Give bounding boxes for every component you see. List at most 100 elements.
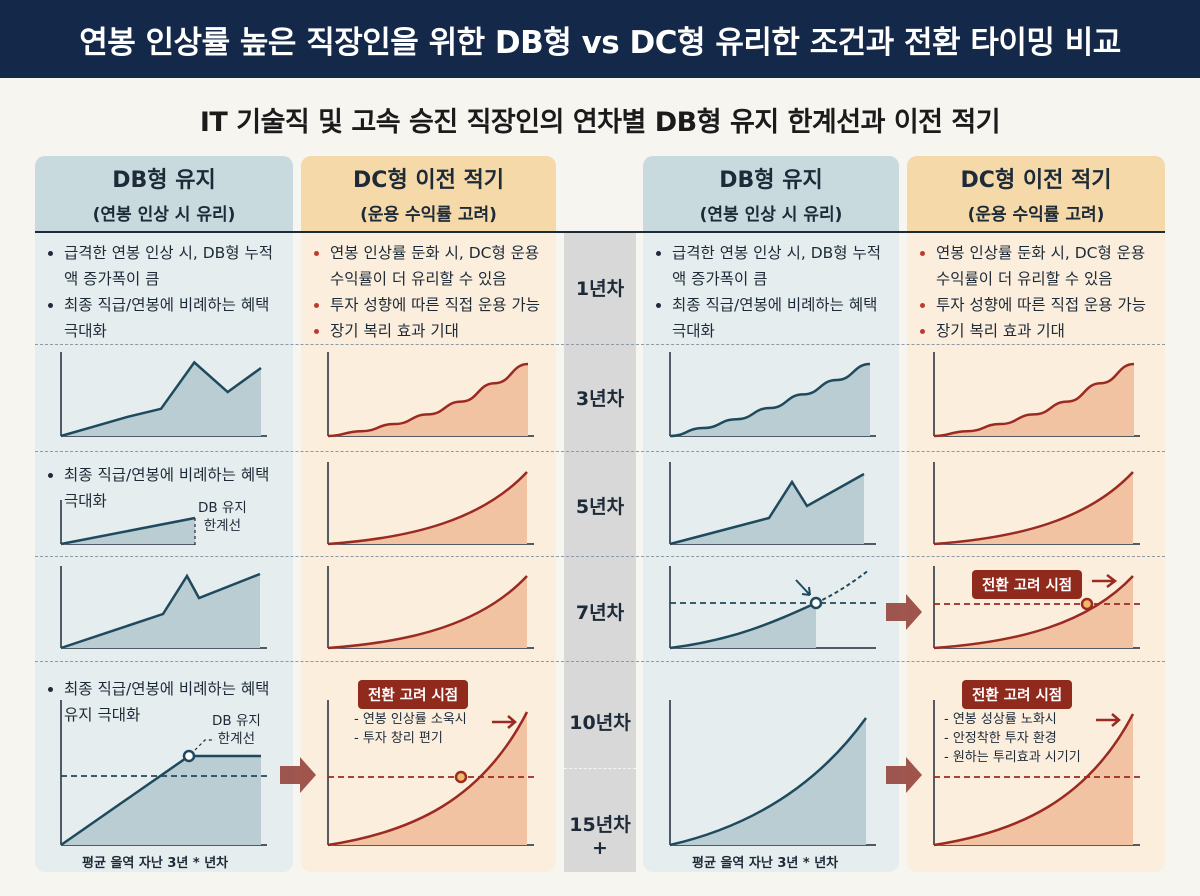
x-axis-caption: 평균 을역 자난 3년 * 년차 [692, 856, 839, 871]
dc-area [328, 364, 528, 436]
db-line [669, 472, 865, 546]
arrow-icon [795, 579, 811, 596]
chart-dc-right-3y [933, 352, 1140, 438]
chart-dc-left-10y [327, 700, 534, 847]
row-separator [35, 451, 1165, 452]
year-label: 1년차 [575, 278, 625, 300]
note-item: - 연봉 성상률 노화시 [944, 712, 1057, 727]
projected-line [815, 569, 870, 604]
callout-badge: 전환 고려 시점 [972, 570, 1083, 599]
note-item: - 원하는 투리효과 시기기 [944, 750, 1081, 765]
chart-dc-right-10y [933, 700, 1140, 847]
threshold-point [1080, 597, 1094, 611]
x-axis-caption: 평균 을역 자난 3년 * 년차 [82, 856, 229, 871]
chart-dc-right-5y [933, 462, 1140, 546]
dc-line [327, 575, 528, 650]
bullet-item: 최종 직급/연봉에 비례하는 혜택 유지 극대화 [64, 676, 284, 728]
dc-area [328, 712, 527, 845]
bullets-db-left-row3: 최종 직급/연봉에 비례하는 혜택 극대화 [44, 462, 284, 514]
bullets-dc-right-row1: 연봉 인상률 둔화 시, DC형 운용 수익률이 더 유리할 수 있음 투자 성… [916, 240, 1164, 344]
bullet-item: 장기 복리 효과 기대 [330, 318, 558, 344]
bullet-item: 최종 직급/연봉에 비례하는 혜택 극대화 [672, 292, 892, 344]
chart-dc-left-3y [327, 352, 534, 438]
bullets-db-left-row1: 급격한 연봉 인상 시, DB형 누적액 증가폭이 큼 최종 직급/연봉에 비례… [44, 240, 284, 344]
col-subtitle: (연봉 인상 시 유리) [92, 205, 236, 225]
annotation-leader [194, 739, 215, 751]
db-line [669, 717, 868, 847]
db-line [669, 362, 871, 438]
note-item: - 안정착한 투자 환경 [944, 731, 1057, 746]
dc-area [934, 576, 1133, 648]
page-subtitle: IT 기술직 및 고속 승진 직장인의 연차별 DB형 유지 한계선과 이전 적… [199, 107, 1001, 138]
year-label: 7년차 [575, 602, 625, 624]
db-limit-label: DB 유지 한계선 [212, 713, 261, 747]
bullet-item: 급격한 연봉 인상 시, DB형 누적액 증가폭이 큼 [64, 240, 284, 292]
transition-arrow-icon [886, 757, 922, 793]
arrow-right-icon [1092, 574, 1118, 588]
dc-area [934, 714, 1133, 845]
row-separator [35, 556, 1165, 557]
col-title: DC형 이전 적기 [353, 168, 504, 193]
year-label: 15년차+ [569, 814, 631, 859]
db-area [61, 362, 261, 436]
year-label: 10년차 [569, 712, 631, 734]
db-area [61, 574, 260, 648]
chart-dc-left-5y [327, 462, 534, 546]
row-separator [35, 661, 1165, 662]
row-separator [35, 344, 1165, 345]
col-title: DB형 유지 [112, 168, 216, 193]
threshold-point [182, 749, 196, 763]
col-head-dc-left: DC형 이전 적기 (운용 수익률 고려) [301, 156, 556, 231]
dc-line [933, 362, 1135, 438]
dc-area [328, 576, 527, 648]
col-head-db-left: DB형 유지 (연봉 인상 시 유리) [35, 156, 293, 231]
chart-dc-left-7y [327, 566, 534, 650]
dc-line [327, 471, 528, 546]
header-title: 연봉 인상률 높은 직장인을 위한 DB형 vs DC형 유리한 조건과 전환 … [79, 24, 1121, 61]
chart-db-left-10y [60, 700, 267, 847]
chart-db-right-10y [669, 700, 876, 847]
dc-area [934, 364, 1134, 436]
col-title: DC형 이전 적기 [960, 168, 1112, 193]
bullets-db-right-row1: 급격한 연봉 인상 시, DB형 누적액 증가폭이 큼 최종 직급/연봉에 비례… [652, 240, 892, 344]
chart-db-right-3y [669, 352, 876, 438]
dc-area [328, 472, 527, 544]
dc-line [933, 713, 1135, 847]
year-label: 5년차 [575, 496, 625, 518]
chart-db-left-5y [60, 500, 196, 546]
db-area [670, 364, 870, 436]
dc-line [327, 711, 529, 847]
chart-db-right-5y [669, 462, 876, 546]
dc-line [327, 362, 529, 438]
bullet-item: 최종 직급/연봉에 비례하는 혜택 극대화 [64, 462, 284, 514]
chart-db-right-7y [669, 566, 876, 650]
db-line [669, 601, 817, 650]
db-area [670, 718, 866, 845]
callout-badge: 전환 고려 시점 [962, 680, 1073, 709]
dc-line [933, 471, 1134, 546]
bullet-item: 급격한 연봉 인상 시, DB형 누적액 증가폭이 큼 [672, 240, 892, 292]
dc-area [934, 472, 1133, 544]
page-header: 연봉 인상률 높은 직장인을 위한 DB형 vs DC형 유리한 조건과 전환 … [0, 0, 1200, 78]
dc-line [933, 575, 1134, 650]
col-title: DB형 유지 [719, 168, 823, 193]
year-column [564, 232, 636, 872]
arrow-right-icon [1096, 713, 1121, 727]
transition-arrow-icon [280, 757, 316, 793]
transition-arrow-icon [886, 594, 922, 630]
chart-db-left-7y [60, 566, 267, 650]
callout-badge: 전환 고려 시점 [358, 680, 469, 709]
db-area [61, 756, 261, 845]
chart-dc-right-7y [933, 566, 1140, 650]
col-subtitle: (운용 수익률 고려) [967, 205, 1105, 225]
bullet-item: 투자 성향에 따른 직접 운용 가능 [936, 292, 1164, 318]
callout-notes: - 연봉 인상률 소욱시 - 투자 창리 편기 [354, 710, 467, 748]
bullets-dc-left-row1: 연봉 인상률 둔화 시, DC형 운용 수익률이 더 유리할 수 있음 투자 성… [310, 240, 558, 344]
col-subtitle: (운용 수익률 고려) [360, 205, 497, 225]
chart-db-left-3y [60, 352, 267, 438]
year-label: 3년차 [575, 388, 625, 410]
callout-notes: - 연봉 성상률 노화시 - 안정착한 투자 환경 - 원하는 투리효과 시기기 [944, 710, 1081, 767]
bullets-db-left-row5: 최종 직급/연봉에 비례하는 혜택 유지 극대화 [44, 676, 284, 728]
db-area [670, 474, 864, 544]
col-head-db-right: DB형 유지 (연봉 인상 시 유리) [643, 156, 899, 231]
